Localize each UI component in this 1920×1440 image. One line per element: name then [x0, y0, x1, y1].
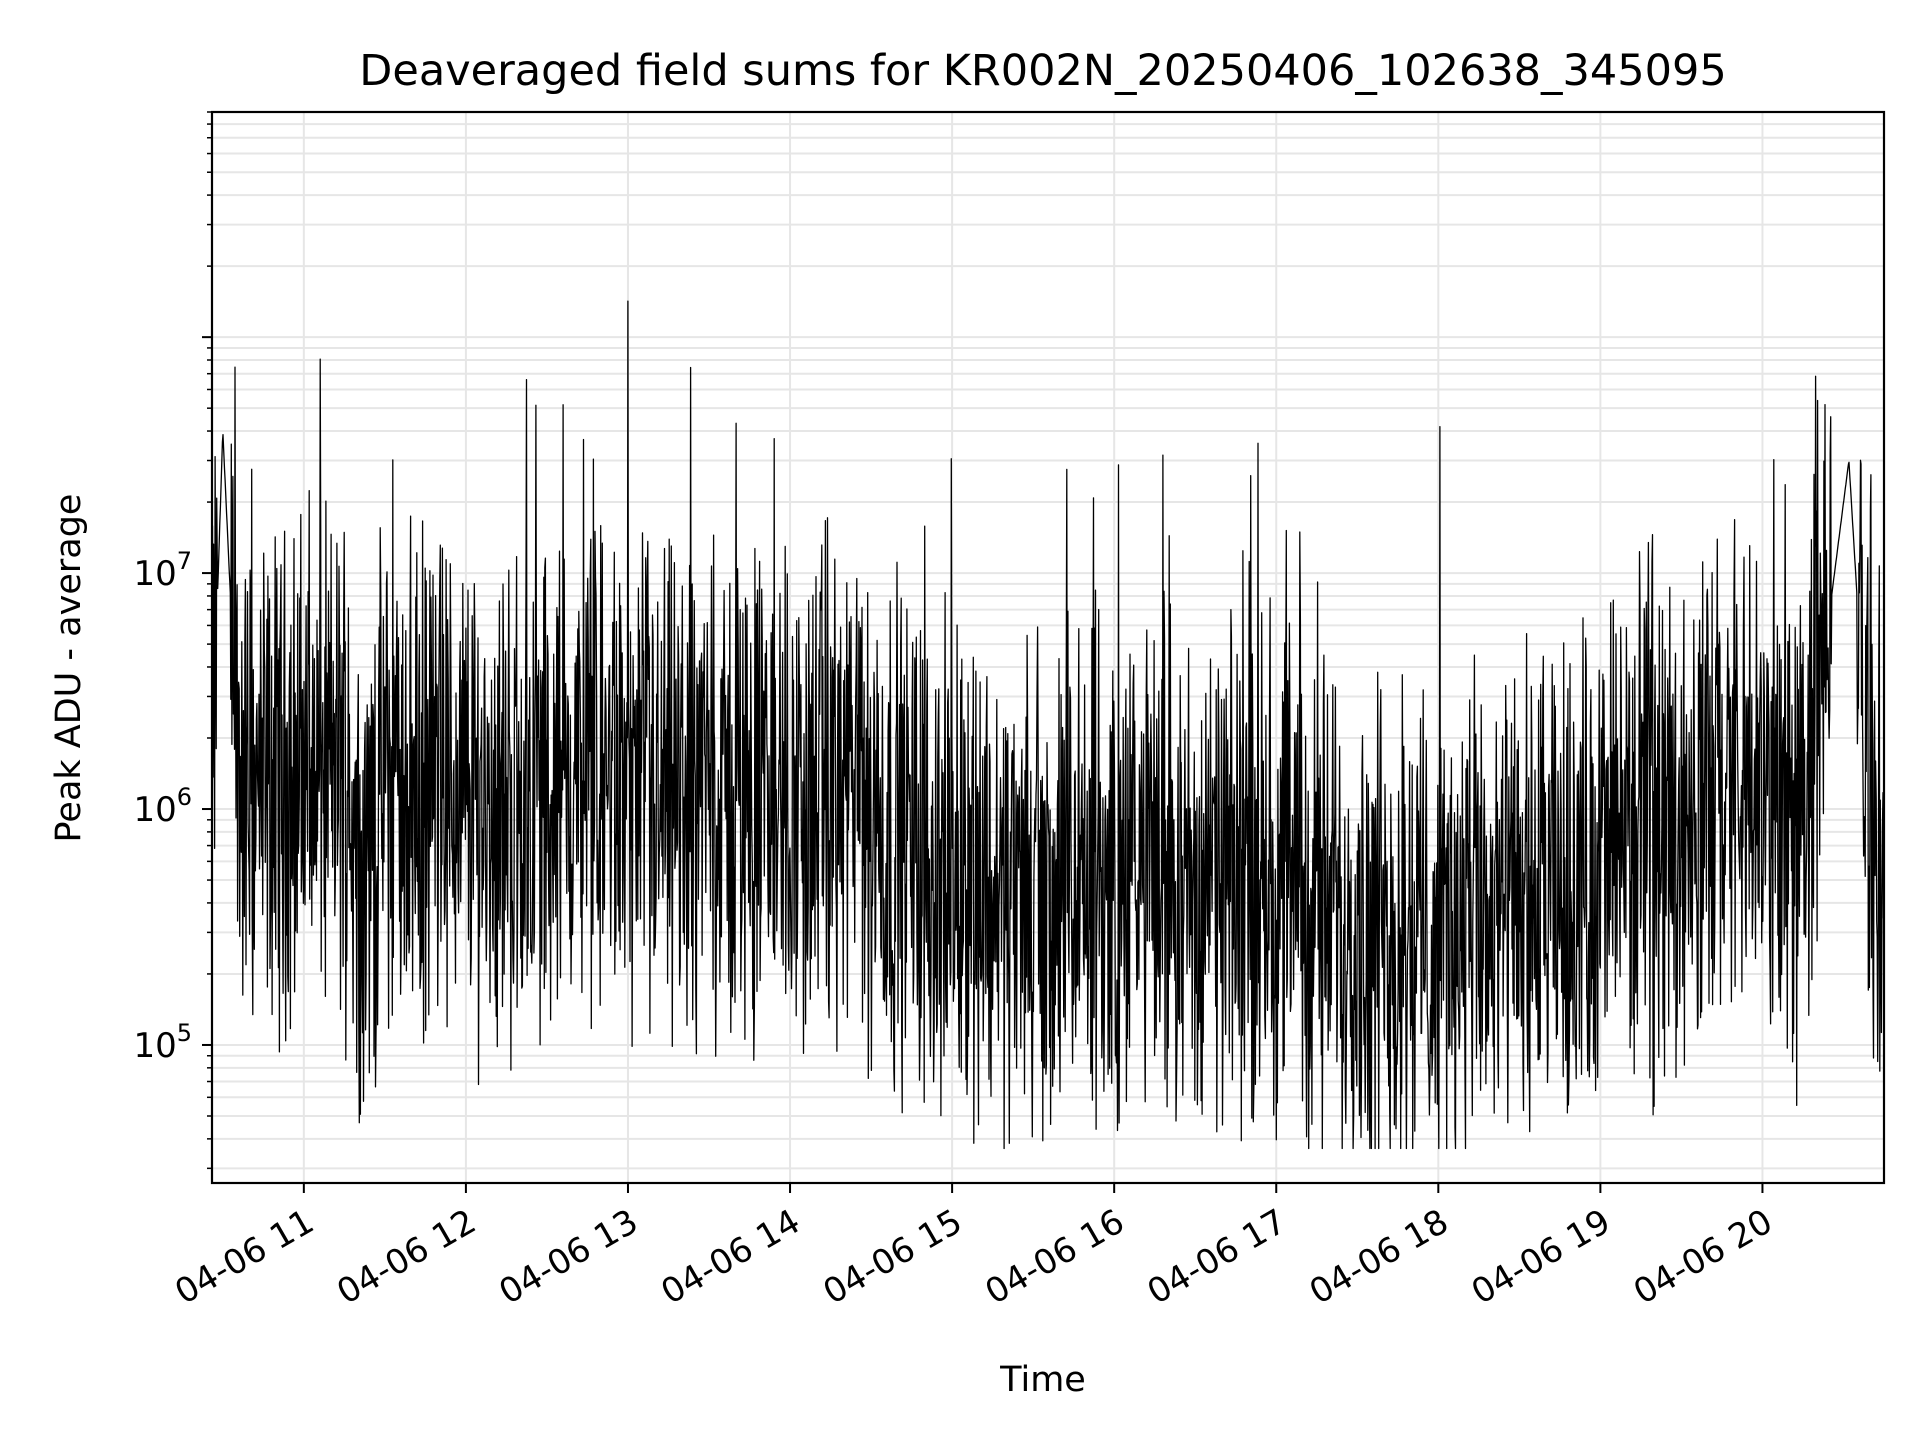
plot-frame — [210, 110, 1886, 1185]
y-axis-label: Peak ADU - average — [49, 494, 89, 843]
chart-title: Deaveraged field sums for KR002N_2025040… — [359, 46, 1726, 96]
x-axis-label: Time — [999, 1360, 1086, 1400]
series-line — [211, 300, 1885, 1150]
y-tick-label: 106 — [133, 783, 192, 830]
y-tick-label: 107 — [133, 547, 192, 594]
y-tick-label: 105 — [133, 1019, 192, 1066]
